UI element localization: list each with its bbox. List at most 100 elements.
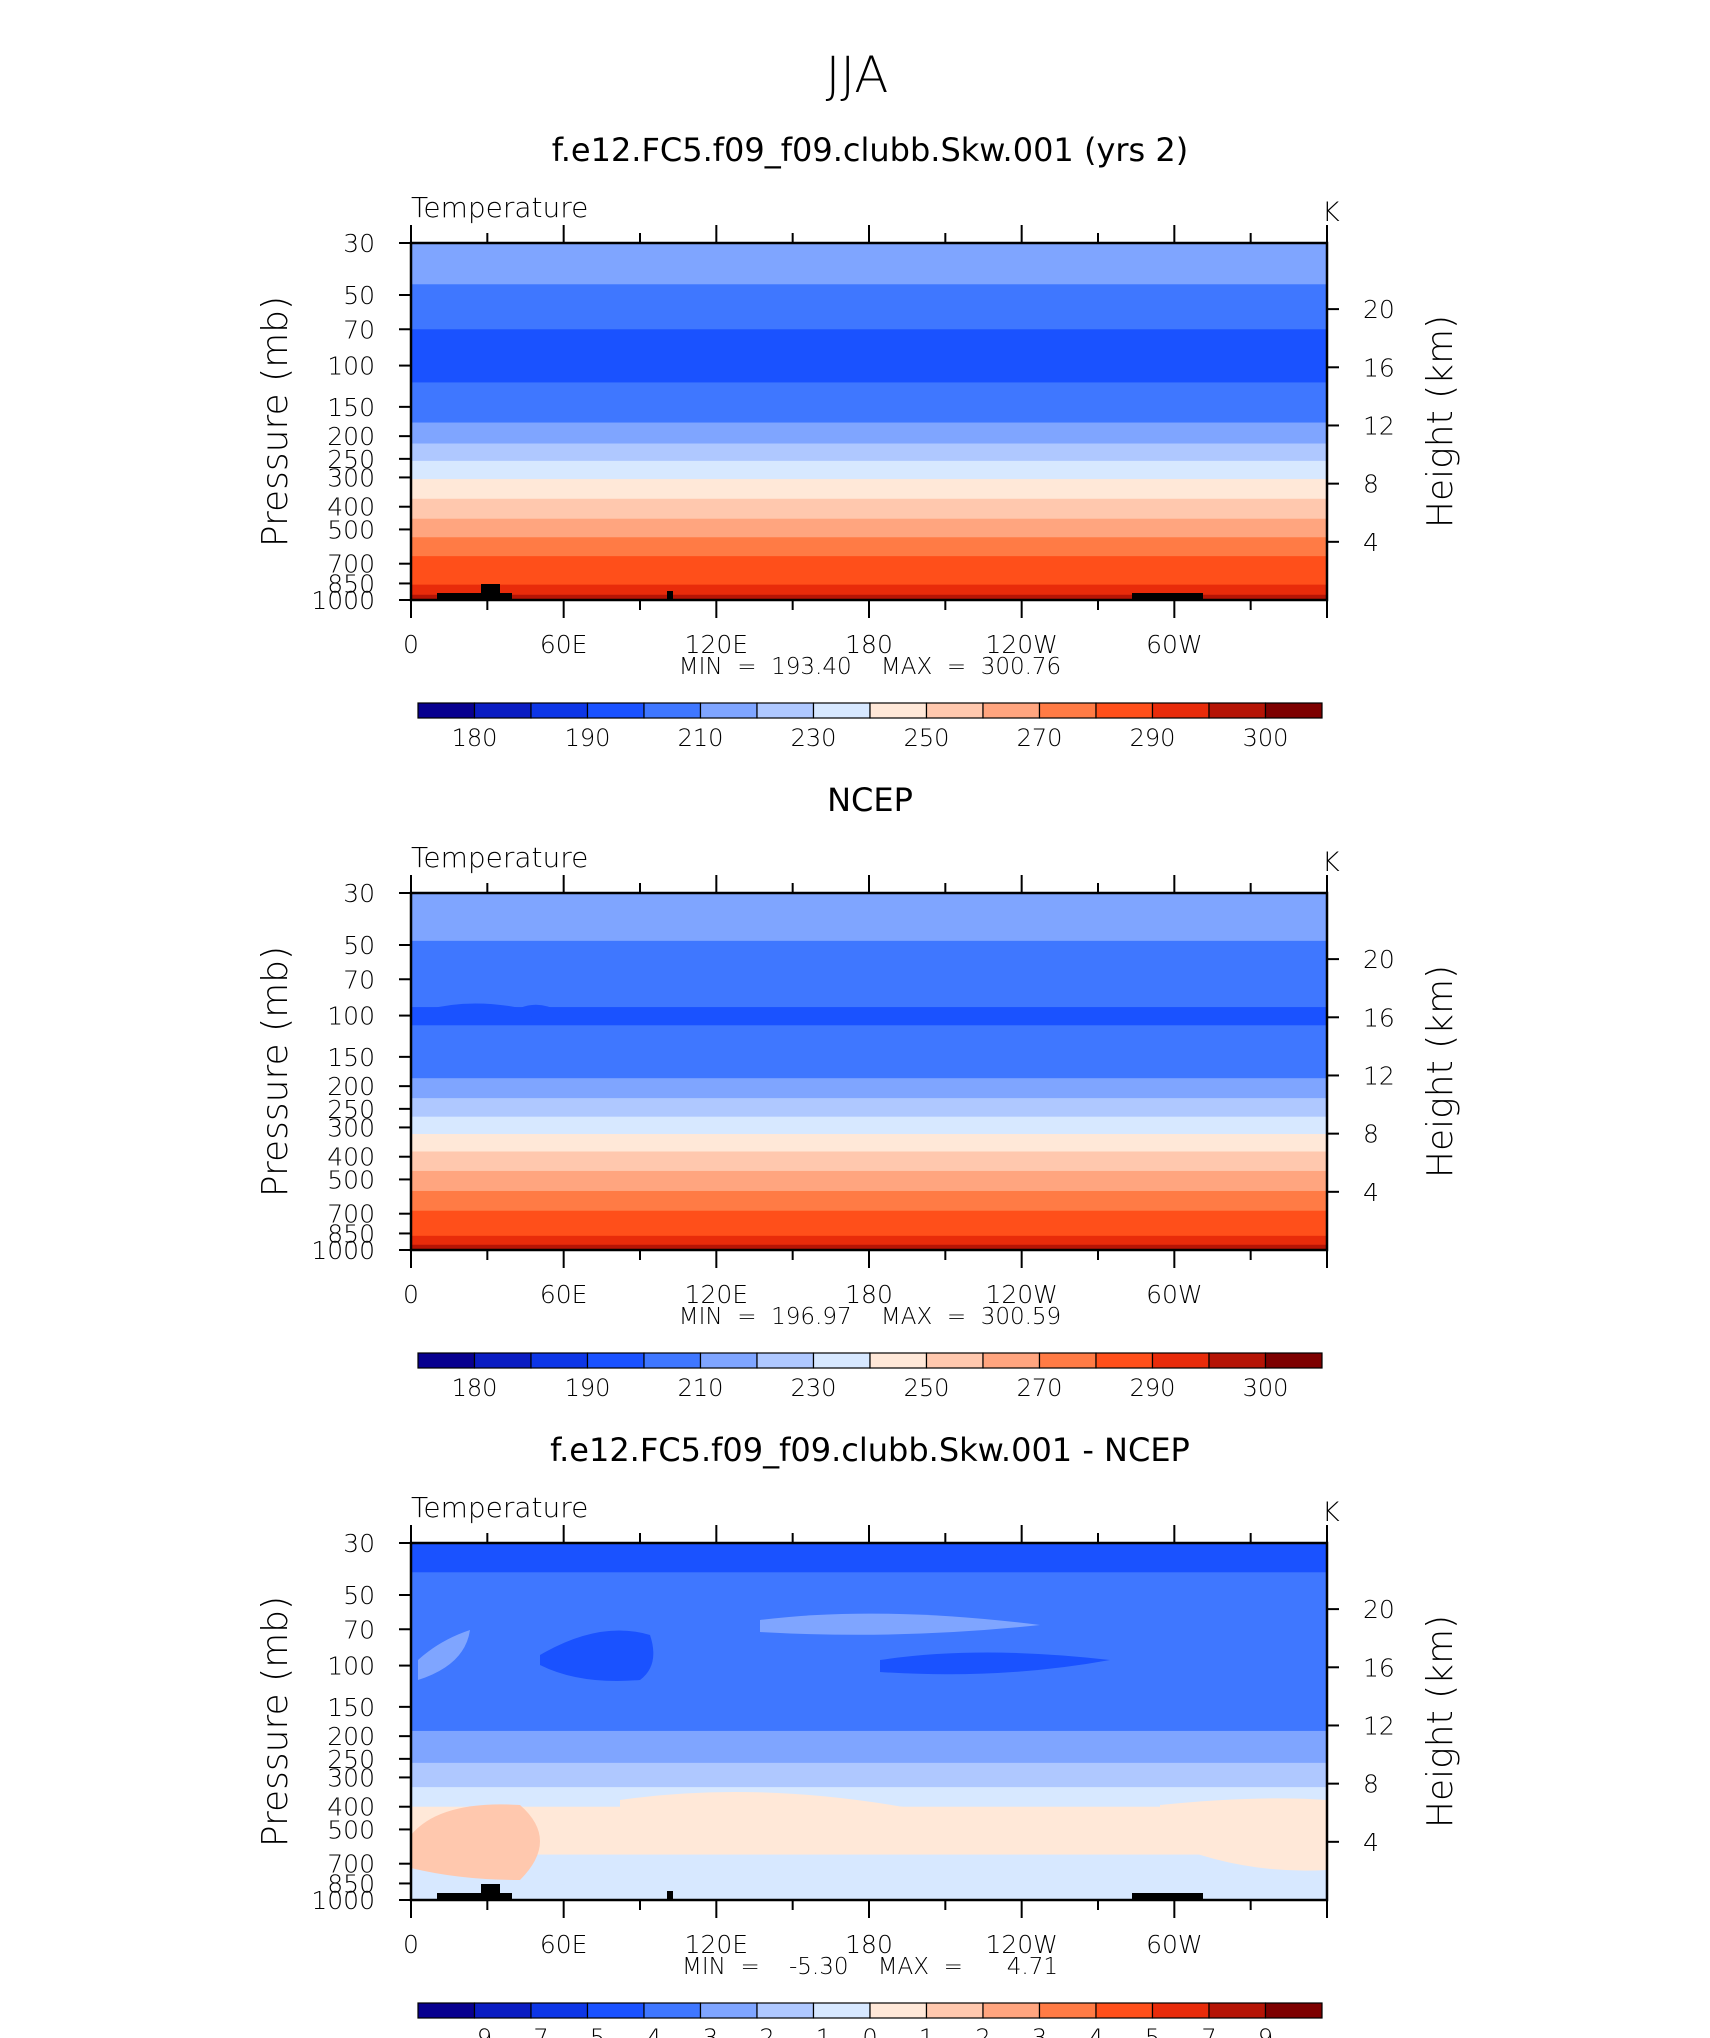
contour-blob xyxy=(420,1543,1327,1560)
colorbar-label: −1 xyxy=(796,2024,831,2038)
contour-band xyxy=(411,443,1327,462)
height-tick-label: 8 xyxy=(1363,470,1379,499)
colorbar-swatch xyxy=(869,702,928,719)
pressure-tick-label: 700 xyxy=(327,550,375,579)
min-max-stats: MIN = 196.97 MAX = 300.59 xyxy=(679,1304,1061,1330)
colorbar-swatch xyxy=(586,702,645,719)
chart-title: NCEP xyxy=(827,781,913,819)
colorbar-swatch xyxy=(586,1352,645,1369)
terrain-mask xyxy=(667,1891,673,1900)
pressure-tick-label: 400 xyxy=(327,1143,375,1172)
pressure-tick-label: 1000 xyxy=(311,1236,375,1265)
terrain-mask xyxy=(667,591,673,600)
contour-band xyxy=(411,479,1327,500)
contour-blob xyxy=(1160,1798,1327,1871)
height-tick-label: 16 xyxy=(1363,1003,1395,1032)
contour-band xyxy=(411,498,1327,520)
lon-tick-label: 60W xyxy=(1146,630,1203,659)
terrain-mask xyxy=(481,584,500,600)
lon-tick-label: 0 xyxy=(403,630,419,659)
pressure-tick-label: 30 xyxy=(343,1529,375,1558)
colorbar-swatch xyxy=(417,1352,476,1369)
colorbar-label: 0 xyxy=(862,2024,877,2038)
colorbar-swatch xyxy=(417,2002,476,2019)
colorbar-swatch xyxy=(1095,1352,1154,1369)
pressure-tick-label: 30 xyxy=(343,879,375,908)
pressure-tick-label: 50 xyxy=(343,931,375,960)
colorbar-swatch xyxy=(643,702,702,719)
contour-band xyxy=(411,329,1327,383)
units-label: K xyxy=(1322,1497,1340,1528)
contour-band xyxy=(411,1098,1327,1118)
contour-band xyxy=(411,1244,1327,1250)
chart-panel-3: f.e12.FC5.f09_f09.clubb.Skw.001 - NCEP Te… xyxy=(255,1431,1461,2038)
colorbar: 180 190 210 230 250 270 290 300 xyxy=(417,702,1323,752)
colorbar-swatch xyxy=(530,1352,589,1369)
colorbar-swatch xyxy=(530,2002,589,2019)
colorbar-label: 190 xyxy=(565,724,611,752)
contour-band xyxy=(411,284,1327,330)
pressure-tick-label: 150 xyxy=(327,1043,375,1072)
colorbar-swatch xyxy=(1208,2002,1267,2019)
colorbar-swatch xyxy=(1208,702,1267,719)
colorbar-label: 270 xyxy=(1017,724,1063,752)
colorbar-swatch xyxy=(756,702,815,719)
colorbar-swatch xyxy=(925,1352,984,1369)
contour-band xyxy=(411,1007,1327,1026)
colorbar-label: 210 xyxy=(678,724,724,752)
contour-blob xyxy=(540,1630,654,1681)
colorbar-swatch xyxy=(699,1352,758,1369)
contour-band xyxy=(411,382,1327,424)
lon-tick-label: 120W xyxy=(985,1280,1057,1309)
contour-band xyxy=(411,518,1327,538)
pressure-tick-label: 850 xyxy=(327,1219,375,1248)
pressure-tick-label: 70 xyxy=(343,965,375,994)
contour-band xyxy=(411,1210,1327,1237)
contour-blob xyxy=(418,1630,470,1680)
colorbar-swatch xyxy=(473,2002,532,2019)
variable-label: Temperature xyxy=(411,191,588,224)
pressure-tick-label: 850 xyxy=(327,1869,375,1898)
pressure-tick-label: 700 xyxy=(327,1200,375,1229)
pressure-tick-label: 400 xyxy=(327,493,375,522)
colorbar-label: 230 xyxy=(791,724,837,752)
min-max-stats: MIN = -5.30 MAX = 4.71 xyxy=(682,1954,1058,1980)
contour-blob xyxy=(411,1880,1327,1900)
pressure-tick-label: 50 xyxy=(343,1581,375,1610)
contour-band xyxy=(411,893,1327,942)
height-tick-label: 20 xyxy=(1363,295,1395,324)
contour-band xyxy=(411,243,1327,285)
pressure-tick-label: 700 xyxy=(327,1850,375,1879)
contour-blob xyxy=(760,1613,1040,1635)
variable-label: Temperature xyxy=(411,1491,588,1524)
colorbar-swatch xyxy=(1038,2002,1097,2019)
contour-band xyxy=(411,556,1327,586)
pressure-tick-label: 200 xyxy=(327,1722,375,1751)
y-axis-label-right: Height (km) xyxy=(1420,315,1461,528)
pressure-tick-label: 250 xyxy=(327,445,375,474)
lon-tick-label: 180 xyxy=(845,1280,893,1309)
colorbar-swatch xyxy=(1264,1352,1323,1369)
pressure-tick-label: 100 xyxy=(327,1652,375,1681)
pressure-tick-label: 200 xyxy=(327,1072,375,1101)
colorbar-label: 290 xyxy=(1130,1374,1176,1402)
colorbar-swatch xyxy=(473,1352,532,1369)
height-tick-label: 4 xyxy=(1363,1178,1379,1207)
pressure-tick-label: 100 xyxy=(327,1002,375,1031)
colorbar-label: 230 xyxy=(791,1374,837,1402)
pressure-tick-label: 1000 xyxy=(311,586,375,615)
lon-tick-label: 120W xyxy=(985,1930,1057,1959)
contour-band xyxy=(411,422,1327,445)
height-tick-label: 16 xyxy=(1363,1653,1395,1682)
colorbar-label: 300 xyxy=(1243,1374,1289,1402)
terrain-mask xyxy=(481,1884,500,1900)
height-tick-label: 8 xyxy=(1363,1770,1379,1799)
panels-group: f.e12.FC5.f09_f09.clubb.Skw.001 (yrs 2) T… xyxy=(255,131,1461,2038)
colorbar-swatch xyxy=(643,1352,702,1369)
lon-tick-label: 60E xyxy=(540,1280,588,1309)
terrain-mask xyxy=(437,1893,512,1900)
lon-tick-label: 120E xyxy=(685,630,749,659)
units-label: K xyxy=(1322,197,1340,228)
